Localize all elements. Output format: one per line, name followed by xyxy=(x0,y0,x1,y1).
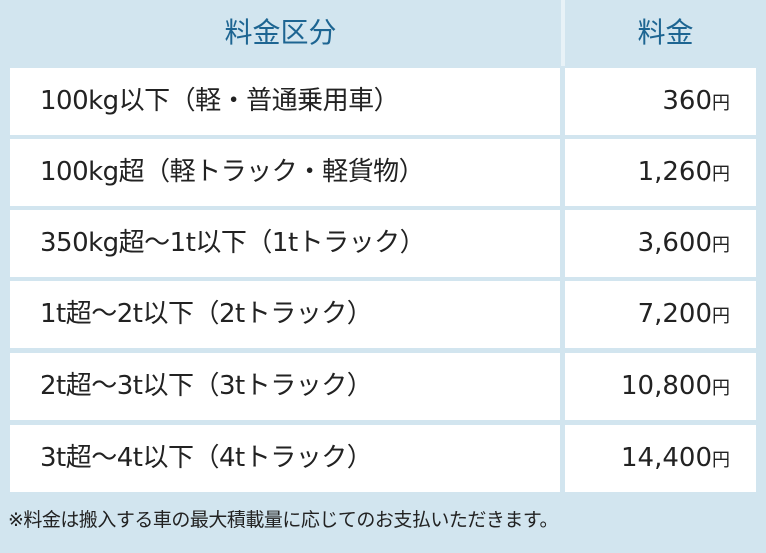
price-value: 14,400 xyxy=(621,443,712,473)
price-cell: 7,200円 xyxy=(565,281,756,348)
price-cell: 1,260円 xyxy=(565,139,756,206)
item-cell: 3t超〜4t以下（4tトラック） xyxy=(10,425,560,492)
item-cell: 100kg超（軽トラック・軽貨物） xyxy=(10,139,560,206)
header-cell: 料金区分 xyxy=(224,16,337,49)
header-cell: 料金 xyxy=(637,16,694,49)
price-cell: 14,400円 xyxy=(565,425,756,492)
price-value: 1,260 xyxy=(637,157,712,187)
price-unit: 円 xyxy=(712,164,730,185)
price-value: 3,600 xyxy=(637,228,712,258)
item-cell: 2t超〜3t以下（3tトラック） xyxy=(10,353,560,420)
item-cell: 1t超〜2t以下（2tトラック） xyxy=(10,281,560,348)
header-divider xyxy=(561,0,565,66)
price-value: 10,800 xyxy=(621,371,712,401)
price-value: 7,200 xyxy=(637,299,712,329)
price-unit: 円 xyxy=(712,235,730,256)
price-unit: 円 xyxy=(712,378,730,399)
price-cell: 3,600円 xyxy=(565,210,756,277)
price-cell: 360円 xyxy=(565,68,756,135)
price-unit: 円 xyxy=(712,306,730,327)
price-unit: 円 xyxy=(712,93,730,114)
item-cell: 350kg超〜1t以下（1tトラック） xyxy=(10,210,560,277)
price-unit: 円 xyxy=(712,450,730,471)
price-value: 360 xyxy=(662,86,712,116)
item-cell: 100kg以下（軽・普通乗用車） xyxy=(10,68,560,135)
footnote: ※料金は搬入する車の最大積載量に応じてのお支払いただきます。 xyxy=(8,509,559,531)
price-cell: 10,800円 xyxy=(565,353,756,420)
